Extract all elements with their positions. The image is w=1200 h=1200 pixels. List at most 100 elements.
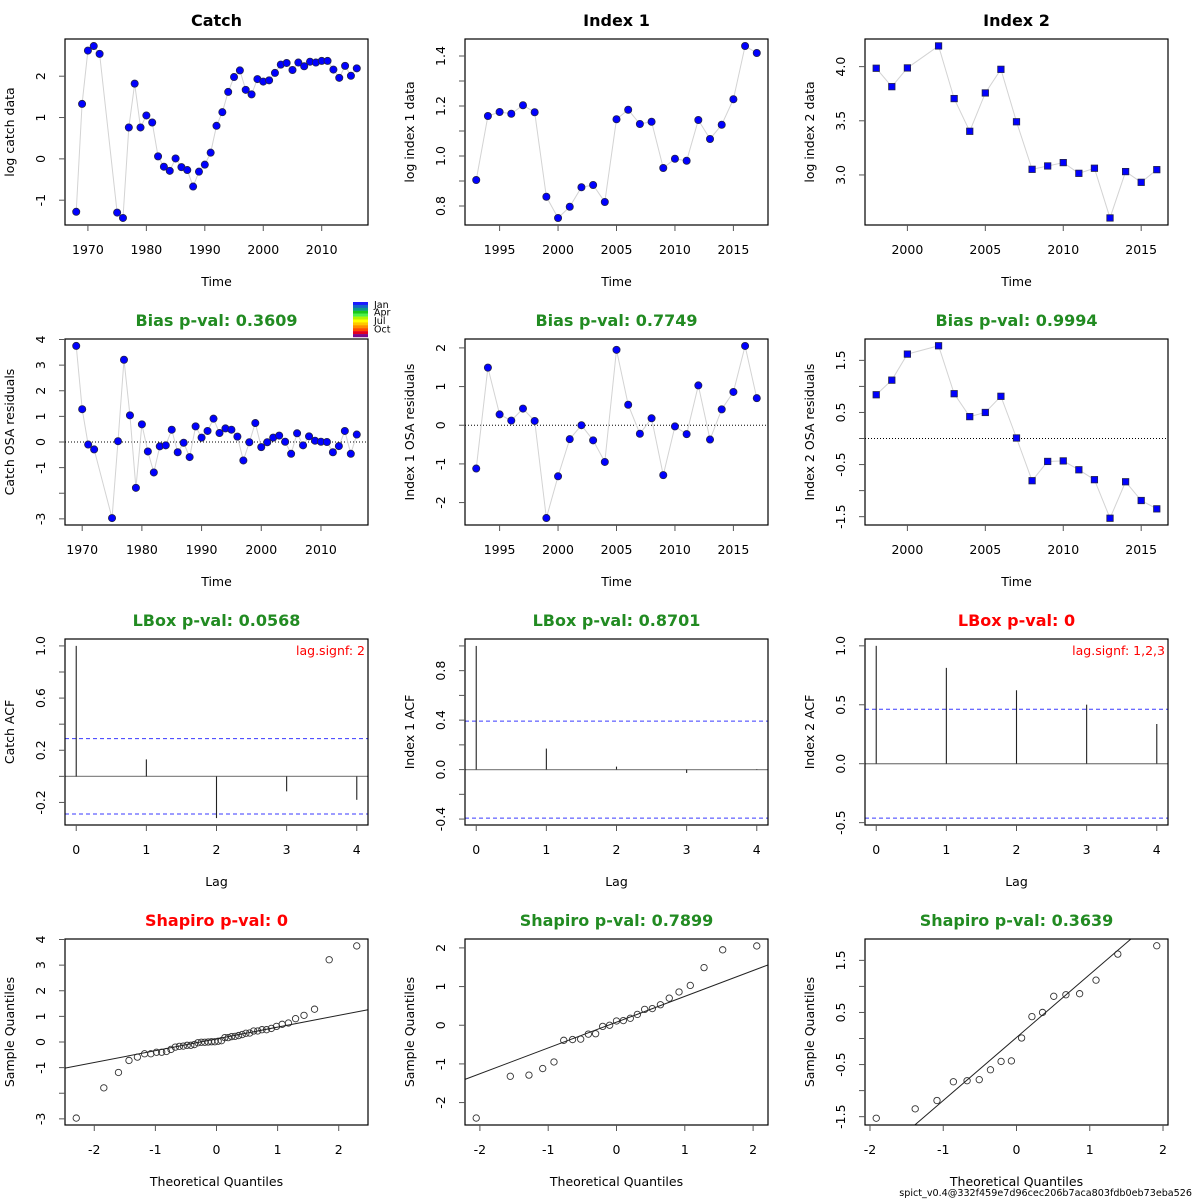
data-point [84,440,93,449]
month-color-swatch [353,334,368,338]
y-tick-label: 1 [433,983,448,991]
series-line [875,45,1158,220]
data-point [554,213,563,222]
data-point [507,109,516,118]
panel-index2-acf: lag.signf: 1,2,3 0 1 2 3 4 -0.5 0.0 0.5 1.0 LBox p… [802,611,1169,889]
data-point [507,416,516,425]
data-point [752,49,761,58]
y-tick-label: -1 [33,194,48,206]
data-point [136,123,145,132]
data-point [1106,514,1114,522]
qq-point [963,1077,971,1085]
x-tick-label: 0 [472,842,480,857]
x-tick-label: 2010 [659,242,691,257]
chart-title: LBox p-val: 0 [958,611,1075,630]
data-point [1122,167,1130,176]
y-tick-label: 0 [33,155,48,163]
data-point [903,64,911,72]
y-axis-title: log catch data [2,87,17,176]
data-point [212,121,221,130]
y-tick-label: 2 [33,72,48,80]
data-point [950,390,958,398]
qq-point [100,1084,108,1092]
y-axis-title: log index 1 data [402,81,417,182]
qq-point [506,1072,514,1080]
qq-point [242,1029,250,1037]
qq-point [700,963,708,972]
data-point [294,58,303,67]
data-point [981,89,989,97]
data-point [346,71,355,80]
data-point [124,123,133,132]
y-tick-label: 1.0 [833,636,848,656]
month-color-swatch [353,310,368,314]
x-tick-label: -1 [542,1142,554,1157]
x-tick-label: 2000 [247,242,279,257]
data-point [1153,166,1161,174]
data-point [281,437,290,446]
data-point [682,430,691,439]
data-point [328,448,337,457]
qq-point [719,946,727,954]
data-point [554,472,563,481]
qq-point [633,1010,642,1019]
data-point [717,405,726,414]
y-tick-label: 1.4 [433,46,448,66]
data-point [245,438,254,447]
y-tick-label: 0 [33,438,48,446]
data-point [227,425,236,434]
data-point [143,447,152,456]
y-tick-label: 1.2 [433,96,448,116]
data-point [235,66,244,75]
data-point [257,443,266,452]
x-tick-label: 2000 [245,542,277,557]
data-point [282,58,291,67]
data-point [83,46,92,55]
legend-label-jul: Jul [373,316,385,327]
lag-signf-annotation: lag.signf: 1,2,3 [1072,643,1165,658]
x-tick-label: 1 [542,842,550,857]
data-point [341,61,350,70]
plot-frame [864,338,1169,526]
y-axis-title: Sample Quantiles [802,977,817,1087]
y-tick-label: 0.5 [833,1003,848,1023]
y-axis-title: Index 2 ACF [802,695,817,770]
qq-point [675,988,683,996]
data-point [209,414,218,423]
data-point [635,429,644,438]
data-point [137,420,146,429]
data-point [263,438,272,447]
data-point [108,514,117,523]
x-tick-label: 1995 [484,242,516,257]
qq-point [291,1015,300,1023]
y-tick-label: 1.0 [33,636,48,656]
qq-point [152,1048,161,1056]
data-point [694,116,703,125]
data-point [600,197,609,206]
data-point [189,182,198,191]
data-point [161,441,170,450]
x-tick-label: 0 [1013,1142,1021,1157]
data-point [694,381,703,390]
data-point [1090,476,1099,484]
data-point [1059,457,1067,465]
x-axis-title: Theoretical Quantiles [149,1174,283,1189]
y-axis-title: log index 2 data [802,81,817,182]
data-point [888,376,896,384]
data-point [635,120,644,129]
x-axis-title: Lag [1005,874,1028,889]
month-color-swatch [353,322,368,326]
qq-point [949,1078,958,1086]
data-point [934,342,943,350]
data-point [114,437,123,446]
series-line [875,345,1158,520]
y-tick-label: -1 [433,458,448,470]
qq-point [1007,1057,1016,1065]
data-point [247,90,256,99]
data-point [1153,505,1161,513]
legend-label-oct: Oct [374,325,391,336]
x-tick-label: 1980 [130,242,162,257]
x-tick-label: 2010 [305,542,337,557]
y-axis-title: Sample Quantiles [2,977,17,1087]
